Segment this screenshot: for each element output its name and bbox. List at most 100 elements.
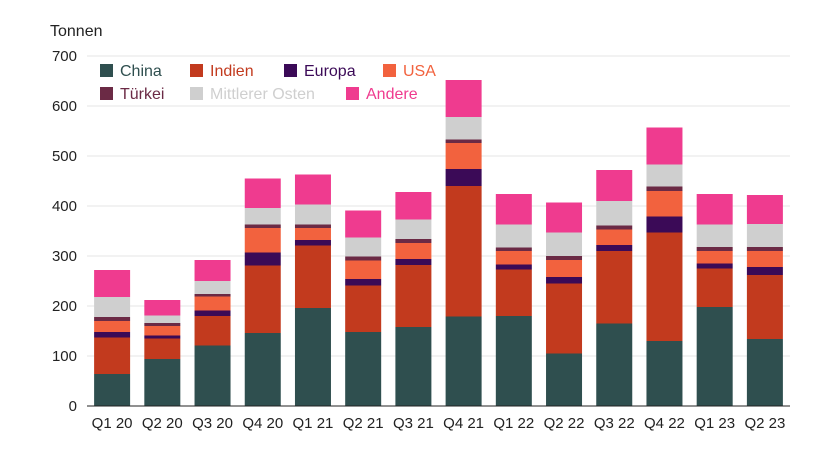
bar-segment-mittlerer-osten xyxy=(94,297,131,317)
legend-label: Indien xyxy=(210,63,254,80)
bar-segment-china xyxy=(596,323,633,406)
bar-segment-europa xyxy=(696,263,733,269)
legend-label: Europa xyxy=(304,63,356,80)
bar-segment-mittlerer-osten xyxy=(194,281,231,294)
bar-segment-indien xyxy=(646,232,683,341)
bar-segment-t-rkei xyxy=(144,323,181,326)
bar-segment-usa xyxy=(495,251,532,265)
bar-segment-t-rkei xyxy=(546,256,583,260)
x-tick-label: Q3 22 xyxy=(594,415,635,432)
legend-label: Andere xyxy=(366,86,418,103)
y-tick-label: 300 xyxy=(52,248,77,265)
bar-segment-mittlerer-osten xyxy=(696,224,733,247)
x-tick-label: Q1 21 xyxy=(293,415,334,432)
x-tick-label: Q1 22 xyxy=(493,415,534,432)
bar-segment-usa xyxy=(194,296,231,311)
bar-segment-indien xyxy=(345,285,382,332)
bar-segment-europa xyxy=(345,279,382,286)
bar-segment-usa xyxy=(596,229,633,245)
bar-segment-andere xyxy=(646,127,683,165)
bar-segment-usa xyxy=(294,228,331,240)
bar-segment-mittlerer-osten xyxy=(445,117,482,140)
bar-segment-usa xyxy=(746,251,783,267)
bar-segment-europa xyxy=(546,277,583,284)
bar-segment-europa xyxy=(294,240,331,246)
legend-swatch xyxy=(100,87,113,100)
bar-segment-andere xyxy=(546,202,583,233)
bar-segment-europa xyxy=(194,310,231,316)
legend-label: China xyxy=(120,63,162,80)
axes: 0 100 200 300 400 500 600 700 Q1 20 Q2 20 Q3 20 Q4 … xyxy=(52,48,790,432)
x-tick-label: Q2 23 xyxy=(744,415,785,432)
bar-segment-usa xyxy=(445,143,482,169)
legend-swatch xyxy=(383,64,396,77)
legend-label: USA xyxy=(403,63,436,80)
y-tick-label: 100 xyxy=(52,348,77,365)
bar-segment-europa xyxy=(445,169,482,186)
bar-segment-mittlerer-osten xyxy=(294,204,331,225)
bar-segment-mittlerer-osten xyxy=(144,315,181,323)
x-tick-label: Q3 21 xyxy=(393,415,434,432)
bar-segment-usa xyxy=(646,191,683,217)
bar-segment-indien xyxy=(696,268,733,307)
bar-segment-t-rkei xyxy=(244,224,281,228)
bar-segment-china xyxy=(94,374,131,406)
bar-segment-indien xyxy=(746,275,783,339)
y-tick-label: 0 xyxy=(69,398,77,415)
bar-segment-europa xyxy=(596,245,633,251)
bar-segment-t-rkei xyxy=(696,247,733,251)
bar-segment-t-rkei xyxy=(194,294,231,297)
bar-segment-t-rkei xyxy=(596,225,633,230)
bar-segment-t-rkei xyxy=(495,247,532,251)
x-tick-label: Q4 20 xyxy=(242,415,283,432)
bar-segment-europa xyxy=(746,267,783,275)
bar-segment-andere xyxy=(495,194,532,225)
y-tick-label: 700 xyxy=(52,48,77,65)
x-tick-label: Q1 20 xyxy=(92,415,133,432)
bar-segment-usa xyxy=(696,251,733,264)
x-tick-label: Q1 23 xyxy=(694,415,735,432)
x-tick-label: Q4 22 xyxy=(644,415,685,432)
bar-segment-andere xyxy=(345,210,382,238)
bar-segment-china xyxy=(244,333,281,406)
legend-label: Mittlerer Osten xyxy=(210,86,315,103)
legend-swatch xyxy=(284,64,297,77)
bar-segment-mittlerer-osten xyxy=(345,237,382,257)
bar-segment-mittlerer-osten xyxy=(395,219,432,239)
bar-segment-china xyxy=(746,339,783,406)
bar-segment-usa xyxy=(395,243,432,259)
bar-segment-usa xyxy=(546,260,583,277)
bar-segment-t-rkei xyxy=(395,239,432,243)
legend-swatch xyxy=(190,64,203,77)
bar-segment-mittlerer-osten xyxy=(746,224,783,247)
bar-segment-t-rkei xyxy=(746,247,783,251)
bar-segment-usa xyxy=(144,326,181,336)
x-tick-label: Q2 22 xyxy=(544,415,585,432)
bar-segment-andere xyxy=(596,170,633,201)
bar-segment-europa xyxy=(144,335,181,339)
bar-segment-china xyxy=(345,332,382,406)
legend-label: Türkei xyxy=(120,86,164,103)
bar-segment-t-rkei xyxy=(345,256,382,261)
bar-segment-indien xyxy=(445,186,482,317)
bar-segment-europa xyxy=(646,216,683,233)
bar-segment-andere xyxy=(94,270,131,297)
bar-segment-mittlerer-osten xyxy=(596,201,633,226)
bar-segment-china xyxy=(646,341,683,406)
legend: China Indien Europa USA Türkei Mittlerer Oste… xyxy=(100,63,436,103)
x-tick-label: Q3 20 xyxy=(192,415,233,432)
gridlines xyxy=(87,55,790,357)
bar-segment-andere xyxy=(144,300,181,316)
bar-segment-indien xyxy=(596,251,633,324)
bar-segment-t-rkei xyxy=(445,139,482,143)
bar-segment-indien xyxy=(546,283,583,354)
bar-segment-indien xyxy=(395,265,432,327)
bar-segment-europa xyxy=(395,259,432,265)
bar-segment-indien xyxy=(94,337,131,374)
bar-segment-usa xyxy=(94,321,131,332)
bar-segment-mittlerer-osten xyxy=(546,232,583,256)
legend-swatch xyxy=(346,87,359,100)
legend-swatch xyxy=(100,64,113,77)
y-tick-label: 200 xyxy=(52,298,77,315)
bar-segment-china xyxy=(696,307,733,406)
